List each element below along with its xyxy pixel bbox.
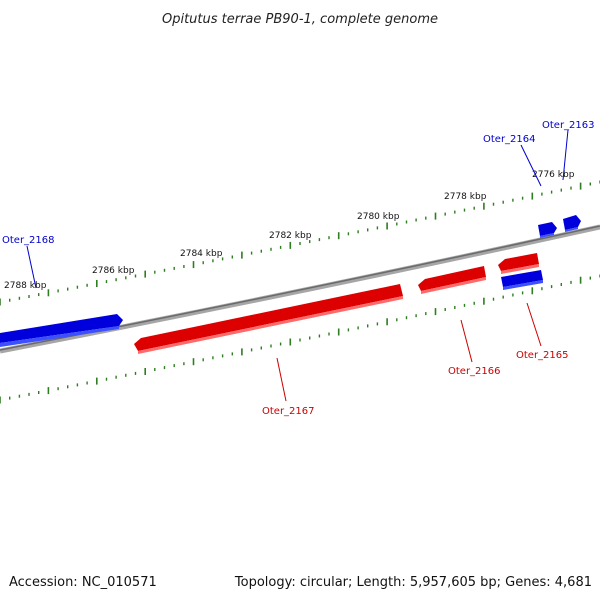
leader-line-oter-2163	[562, 129, 569, 181]
leader-line-oter-2165	[526, 302, 542, 347]
gene-oter-2165-forward-block[interactable]	[501, 270, 543, 290]
position-label-2788: 2788 kbp	[4, 281, 47, 291]
gene-oter-2167[interactable]	[134, 284, 403, 354]
leader-line-oter-2168	[26, 245, 37, 289]
gene-oter-2165[interactable]	[498, 253, 539, 274]
genome-summary: Topology: circular; Length: 5,957,605 bp…	[234, 575, 592, 590]
gene-label-oter-2164: Oter_2164	[483, 134, 536, 145]
gene-label-oter-2167: Oter_2167	[262, 406, 315, 417]
position-label-2776: 2776 kbp	[532, 170, 575, 180]
gene-label-oter-2166: Oter_2166	[448, 366, 501, 377]
gene-oter-2168[interactable]	[0, 314, 123, 347]
position-label-2784: 2784 kbp	[180, 249, 223, 259]
position-label-2782: 2782 kbp	[269, 231, 312, 241]
map-title: Opitutus terrae PB90-1, complete genome	[162, 12, 438, 27]
genome-backbone	[0, 224, 600, 354]
position-label-2780: 2780 kbp	[357, 212, 400, 222]
leader-line-oter-2167	[276, 357, 287, 402]
gene-label-oter-2165: Oter_2165	[516, 350, 569, 361]
position-label-2786: 2786 kbp	[92, 266, 135, 276]
tick-track-outer	[0, 180, 600, 306]
tick-track-inner	[0, 274, 600, 404]
gene-oter-2164[interactable]	[538, 222, 557, 238]
gene-label-oter-2163: Oter_2163	[542, 120, 595, 131]
gene-oter-2166[interactable]	[418, 266, 486, 294]
gene-label-oter-2168: Oter_2168	[2, 235, 55, 246]
position-label-2778: 2778 kbp	[444, 192, 487, 202]
leader-line-oter-2166	[460, 319, 473, 363]
gene-oter-2163[interactable]	[563, 215, 581, 232]
accession-label: Accession: NC_010571	[9, 575, 157, 590]
leader-line-oter-2164	[520, 144, 542, 187]
